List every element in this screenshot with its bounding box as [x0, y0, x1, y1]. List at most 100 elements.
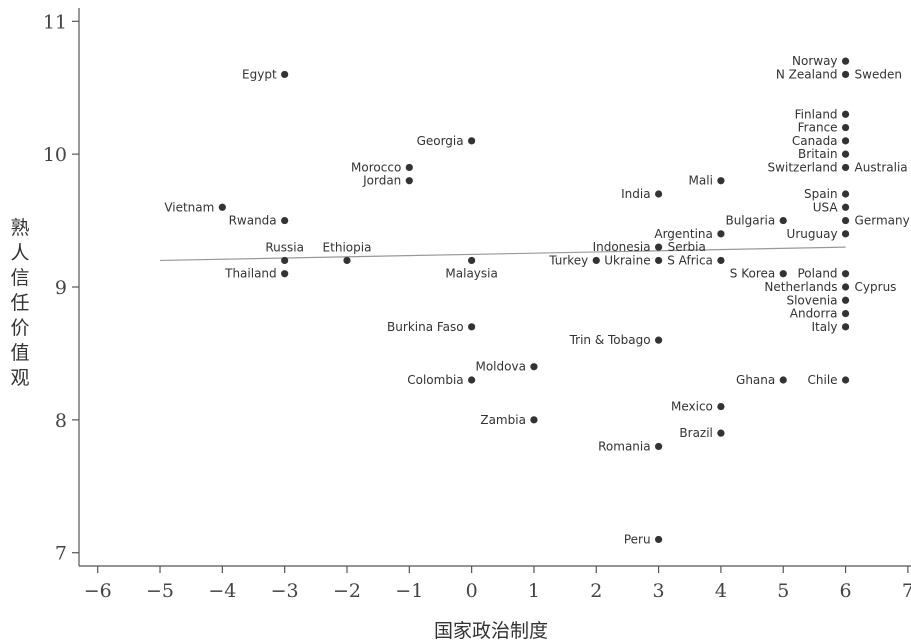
data-point [841, 309, 850, 318]
data-point [592, 256, 600, 265]
point-label: Morocco [351, 160, 401, 174]
data-point [343, 256, 351, 265]
point-label: S Korea [730, 267, 775, 281]
x-tick-label: 5 [777, 580, 789, 602]
y-axis-title: 熟人信任价值观 [10, 217, 29, 389]
data-point [405, 177, 413, 185]
x-tick-label: 4 [715, 580, 727, 602]
point-label: Moldova [475, 360, 525, 374]
tick-labels: 7 8 9 10 11 −6 −5 −4 −3 −2 −1 0 1 2 3 4 5 6 7 [43, 11, 911, 602]
point-label: Netherlands [764, 280, 837, 294]
x-axis-title: 国家政治制度 [434, 620, 548, 642]
fit-line-group [160, 246, 846, 262]
point-label: Argentina [654, 227, 713, 241]
data-point [841, 190, 850, 198]
data-point [717, 177, 725, 185]
point-label: Andorra [790, 307, 838, 321]
x-tick-label: 0 [466, 580, 478, 602]
point-label: Georgia [417, 134, 464, 148]
x-tick-label: −1 [395, 580, 423, 602]
point-label: Cyprus [855, 280, 897, 294]
data-point [841, 123, 850, 132]
point-label: France [798, 121, 838, 135]
data-point [218, 203, 226, 211]
point-label: Colombia [407, 373, 463, 387]
point-label: Spain [804, 187, 838, 201]
point-label: Chile [808, 373, 838, 387]
data-point [654, 442, 663, 451]
y-tick-label: 10 [43, 144, 67, 166]
point-label: Poland [797, 267, 837, 281]
chart-axes [72, 8, 911, 573]
point-label: Rwanda [229, 214, 277, 228]
data-point [530, 416, 538, 424]
data-point [841, 57, 850, 65]
data-point [841, 163, 850, 172]
point-label: Zambia [480, 413, 526, 427]
point-label: Mexico [671, 400, 713, 414]
y-axis-title-char: 信 [10, 267, 29, 289]
x-tick-label: −6 [84, 580, 112, 602]
data-point [281, 270, 289, 278]
point-label: Burkina Faso [387, 320, 464, 334]
point-label: Ghana [736, 373, 775, 387]
data-point [841, 296, 850, 304]
y-axis-title-char: 价 [10, 317, 29, 339]
point-label: Peru [624, 532, 651, 546]
y-axis-title-char: 任 [10, 292, 29, 314]
point-label: S Africa [667, 253, 713, 267]
point-label: Bulgaria [725, 214, 775, 228]
point-label: Egypt [242, 67, 277, 81]
data-point [654, 336, 663, 344]
point-label: Italy [812, 320, 838, 334]
point-label: Slovenia [786, 293, 837, 307]
point-label: Mali [689, 174, 713, 188]
data-point [281, 216, 289, 225]
point-label: Jordan [362, 174, 401, 188]
data-point [717, 256, 725, 265]
y-axis-title-char: 熟 [10, 217, 29, 239]
point-label: Brazil [679, 426, 713, 440]
point-label: Turkey [548, 253, 588, 267]
data-point [717, 429, 725, 437]
data-point [841, 70, 850, 79]
data-point [530, 363, 538, 371]
point-label: N Zealand [776, 67, 838, 81]
x-tick-label: 6 [840, 580, 852, 602]
data-point [654, 256, 663, 265]
x-tick-label: 3 [653, 580, 665, 602]
data-point [405, 163, 413, 172]
data-point [841, 110, 850, 118]
point-label: Finland [795, 107, 838, 121]
point-label: Germany [855, 214, 910, 228]
data-point [779, 216, 787, 225]
point-label: USA [813, 200, 839, 214]
data-point [468, 256, 476, 265]
y-axis-title-char: 值 [10, 342, 29, 364]
data-point [779, 376, 787, 384]
point-label: Thailand [224, 267, 277, 281]
data-point [841, 270, 850, 278]
x-tick-label: −2 [333, 580, 361, 602]
data-point [841, 203, 850, 211]
point-label: Vietnam [164, 200, 214, 214]
point-label: Ethiopia [323, 240, 372, 254]
y-axis-title-char: 人 [10, 242, 29, 264]
data-point [654, 535, 663, 544]
data-point [841, 283, 850, 291]
data-point [841, 137, 850, 145]
y-axis-title-char: 观 [10, 367, 29, 389]
point-label: Britain [798, 147, 838, 161]
x-tick-label: −4 [208, 580, 236, 602]
y-tick-label: 7 [55, 543, 67, 565]
point-label: Trin & Tobago [569, 333, 651, 347]
point-label: Uruguay [787, 227, 838, 241]
point-label: India [621, 187, 650, 201]
point-label: Norway [792, 54, 838, 68]
data-point [654, 190, 663, 198]
point-label: Romania [598, 439, 650, 453]
y-tick-label: 8 [55, 410, 67, 432]
point-label: Serbia [668, 240, 706, 254]
data-point [468, 376, 476, 384]
